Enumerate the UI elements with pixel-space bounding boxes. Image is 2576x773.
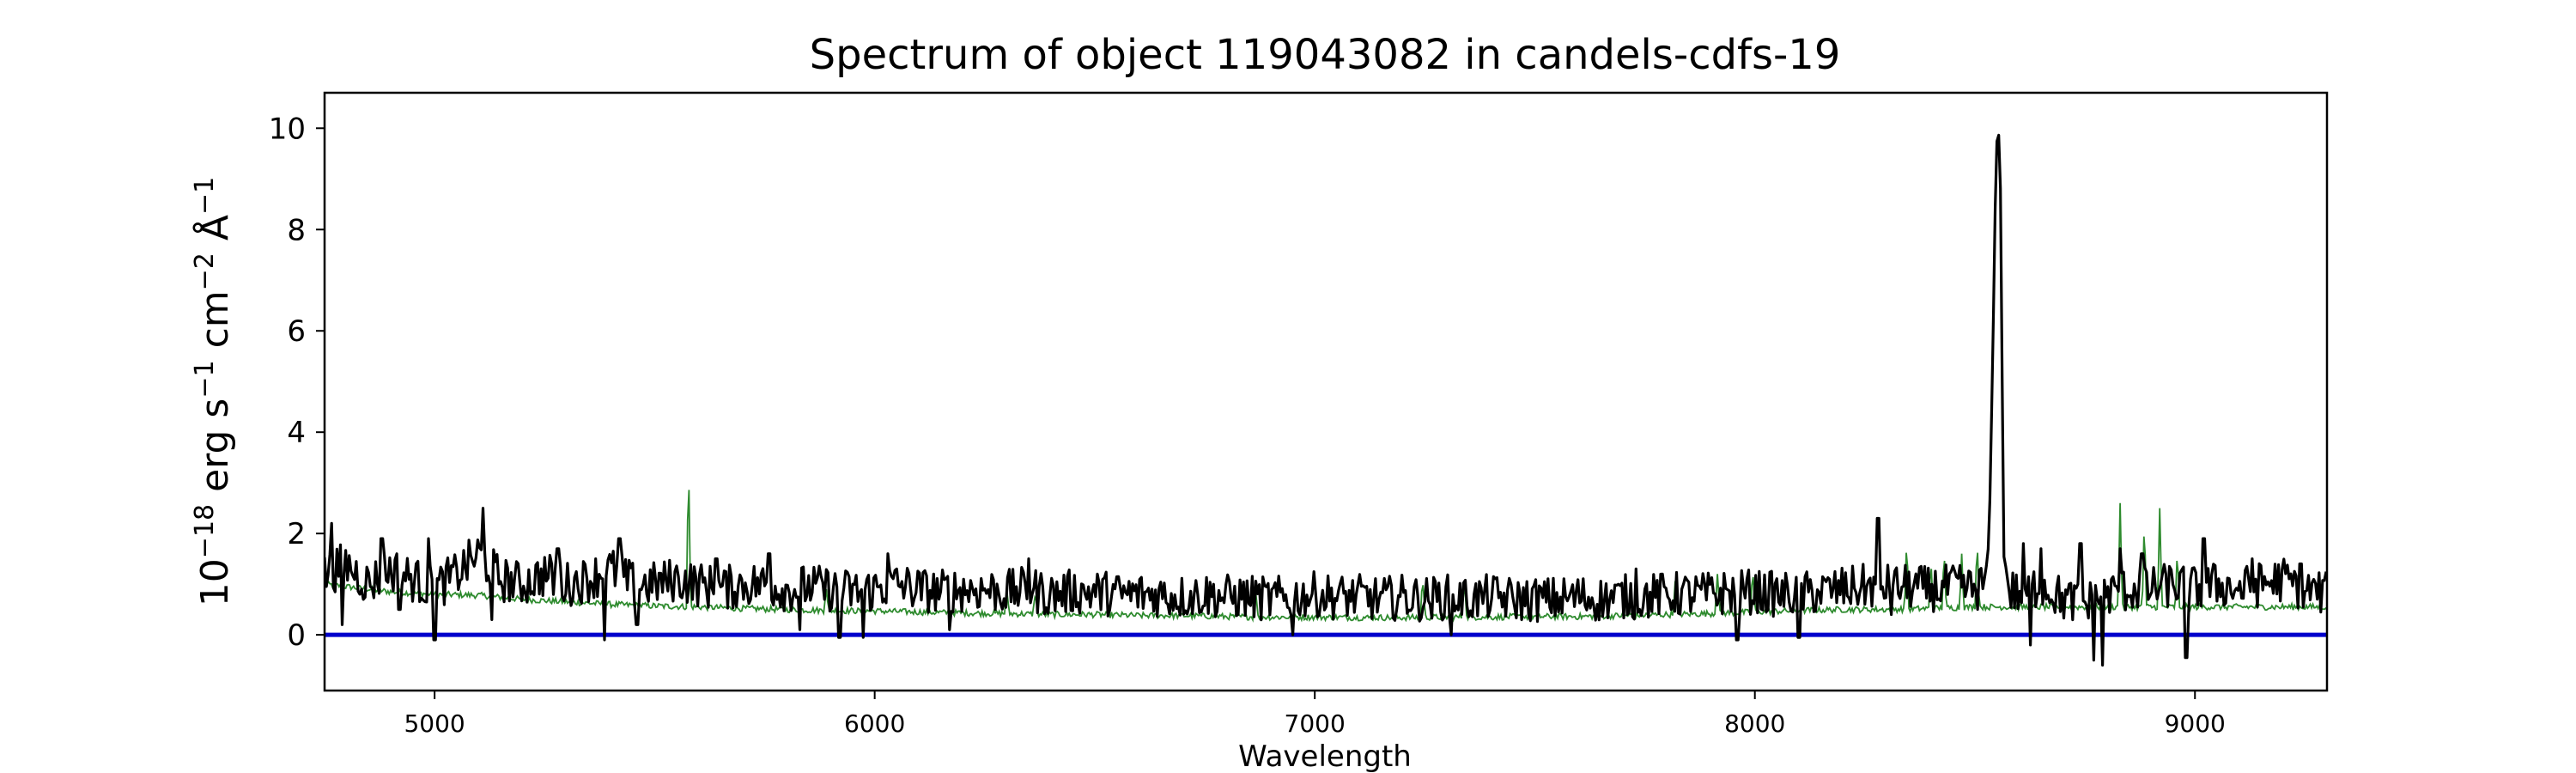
chart-title: Spectrum of object 119043082 in candels-…	[810, 31, 1841, 79]
x-tick-label: 7000	[1285, 709, 1346, 738]
y-tick-label: 10	[269, 112, 306, 146]
axes-frame	[323, 91, 2329, 692]
x-axis: 5000 6000 7000 8000 9000	[404, 691, 2226, 738]
y-axis: 0 2 4 6 8 10	[269, 112, 325, 653]
x-tick-label: 6000	[844, 709, 905, 738]
sky-spectrum-line	[325, 490, 2327, 623]
x-tick-label: 9000	[2165, 709, 2226, 738]
x-tick-label: 5000	[404, 709, 465, 738]
plot-area	[325, 133, 2327, 667]
flux-spectrum-line	[325, 133, 2327, 667]
x-tick-label: 8000	[1724, 709, 1785, 738]
y-tick-label: 6	[287, 314, 306, 349]
y-tick-label: 2	[287, 517, 306, 551]
y-tick-label: 4	[287, 416, 306, 450]
x-axis-label: Wavelength	[1238, 740, 1412, 773]
y-tick-label: 8	[287, 213, 306, 247]
y-axis-label: 10−18 erg s−1 cm−2 Å−1	[190, 177, 238, 606]
y-tick-label: 0	[287, 618, 306, 653]
